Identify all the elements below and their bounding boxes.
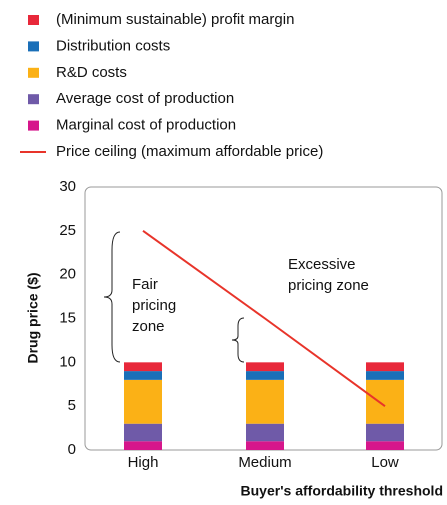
fair-zone-brace-small xyxy=(231,317,245,363)
legend-swatch xyxy=(28,67,39,78)
annotation: zone xyxy=(132,318,165,335)
x-tick-label: Medium xyxy=(238,454,291,471)
y-tick-label: 30 xyxy=(59,178,76,195)
legend-label: Average cost of production xyxy=(56,90,234,107)
y-axis-title: Drug price ($) xyxy=(25,272,41,363)
bar-segment xyxy=(124,362,162,372)
bar-segment xyxy=(124,441,162,450)
legend-label: R&D costs xyxy=(56,64,127,81)
bar-segment xyxy=(246,379,284,424)
bar-segment xyxy=(246,441,284,450)
y-tick-label: 15 xyxy=(59,309,76,326)
bar-segment xyxy=(366,379,404,424)
fair-zone-brace xyxy=(103,231,121,363)
y-tick-label: 20 xyxy=(59,266,76,283)
y-tick-label: 25 xyxy=(59,222,76,239)
legend-swatch xyxy=(28,120,39,131)
bar-segment xyxy=(246,362,284,372)
bar-segment xyxy=(124,371,162,380)
y-tick-label: 5 xyxy=(68,397,76,414)
legend-swatch xyxy=(28,94,39,105)
price-ceiling-line xyxy=(142,230,386,407)
bar-segment xyxy=(124,423,162,442)
legend-label: Marginal cost of production xyxy=(56,117,236,134)
y-tick-label: 0 xyxy=(68,441,76,458)
bar-segment xyxy=(366,371,404,380)
y-tick-label: 10 xyxy=(59,353,76,370)
bar-segment xyxy=(246,371,284,380)
bar-segment xyxy=(366,423,404,442)
annotation: Excessive xyxy=(288,256,356,273)
annotation: Fair xyxy=(132,276,158,293)
legend-label: Distribution costs xyxy=(56,37,170,54)
x-axis-title: Buyer's affordability threshold xyxy=(241,483,443,499)
bar-segment xyxy=(246,423,284,442)
legend-swatch xyxy=(28,15,39,25)
bar-segment xyxy=(366,362,404,372)
bar-segment xyxy=(366,441,404,450)
annotation: pricing zone xyxy=(288,277,369,294)
legend-label: (Minimum sustainable) profit margin xyxy=(56,11,294,28)
x-tick-label: High xyxy=(128,454,159,471)
x-tick-label: Low xyxy=(371,454,399,471)
bar-segment xyxy=(124,379,162,424)
legend-swatch xyxy=(28,41,39,52)
legend-label: Price ceiling (maximum affordable price) xyxy=(56,143,323,160)
annotation: pricing xyxy=(132,297,176,314)
